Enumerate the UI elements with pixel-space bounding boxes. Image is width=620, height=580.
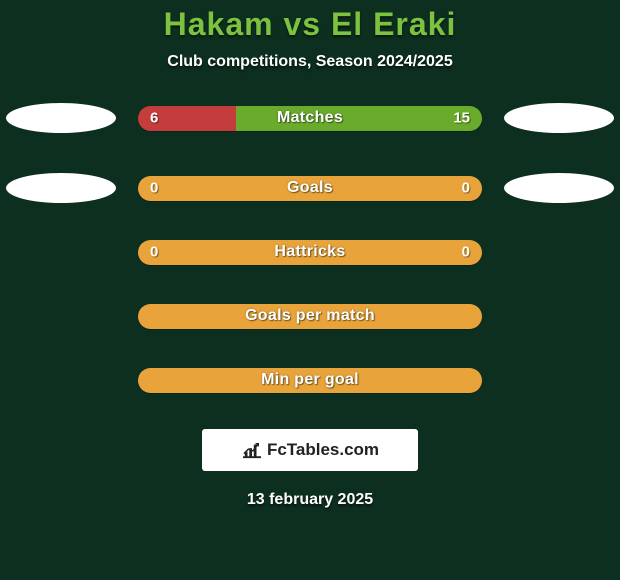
stat-label: Goals	[138, 179, 482, 197]
stat-row: Goals per match	[0, 293, 620, 339]
player-photo-left	[6, 103, 116, 133]
stat-label: Matches	[138, 109, 482, 127]
barchart-icon	[241, 441, 263, 459]
stat-bar: Goals per match	[138, 304, 482, 329]
season-subtitle: Club competitions, Season 2024/2025	[0, 53, 620, 71]
stat-bar: Min per goal	[138, 368, 482, 393]
page-title: Hakam vs El Eraki	[0, 0, 620, 47]
stat-bar: 00Goals	[138, 176, 482, 201]
stat-label: Hattricks	[138, 243, 482, 261]
player-photo-right	[504, 103, 614, 133]
stat-row: Min per goal	[0, 357, 620, 403]
stat-bar: 615Matches	[138, 106, 482, 131]
brand-box: FcTables.com	[202, 429, 418, 471]
date-line: 13 february 2025	[0, 491, 620, 509]
stat-rows: 615Matches 00Goals 00Hattricks Goals per ma…	[0, 95, 620, 403]
stat-row: 00Goals	[0, 165, 620, 211]
stat-row: 615Matches	[0, 95, 620, 141]
stat-label: Min per goal	[138, 371, 482, 389]
stat-bar: 00Hattricks	[138, 240, 482, 265]
player-photo-right	[504, 173, 614, 203]
comparison-infographic: Hakam vs El Eraki Club competitions, Sea…	[0, 0, 620, 580]
brand-text: FcTables.com	[267, 440, 379, 460]
brand-inner: FcTables.com	[241, 440, 379, 460]
stat-label: Goals per match	[138, 307, 482, 325]
player-photo-left	[6, 173, 116, 203]
stat-row: 00Hattricks	[0, 229, 620, 275]
